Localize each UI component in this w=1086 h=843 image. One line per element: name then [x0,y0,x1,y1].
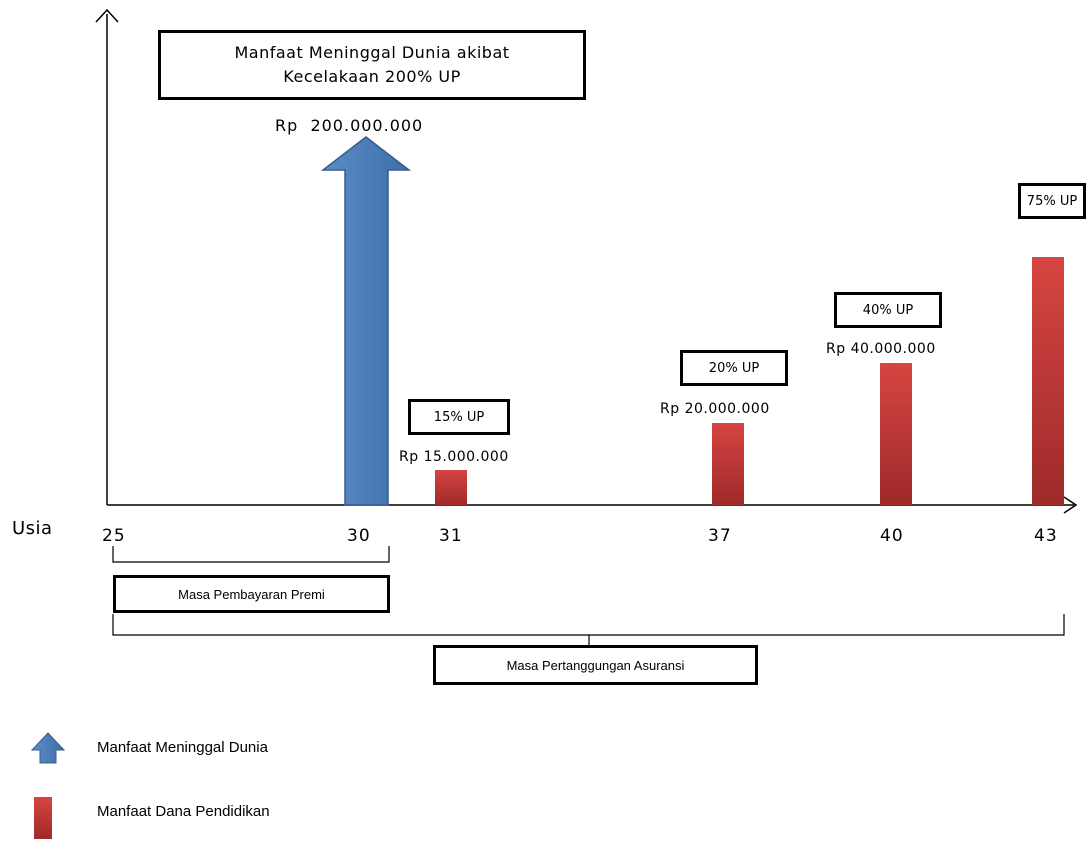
amount-label-31: Rp 15.000.000 [399,449,509,465]
education-bar-40 [880,363,912,505]
legend-label-education: Manfaat Dana Pendidikan [97,803,270,820]
percent-box-43: 75% UP [1018,183,1086,219]
x-axis-label: Usia [12,518,53,539]
death-benefit-line2: Kecelakaan 200% UP [283,67,461,86]
premium-period-bracket [112,546,390,563]
blue-arrow-icon [30,732,66,764]
tick-31: 31 [439,526,463,546]
tick-25: 25 [102,526,126,546]
amount-label-40: Rp 40.000.000 [826,341,936,357]
y-axis-arrowhead [95,8,119,23]
percent-box-31: 15% UP [408,399,510,435]
amount-label-37: Rp 20.000.000 [660,401,770,417]
percent-box-40: 40% UP [834,292,942,328]
tick-30: 30 [347,526,371,546]
death-benefit-box: Manfaat Meninggal Dunia akibat Kecelakaa… [158,30,586,100]
legend-label-death: Manfaat Meninggal Dunia [97,739,268,756]
x-axis-arrowhead [1063,496,1078,514]
death-benefit-arrow [320,136,412,506]
death-benefit-line1: Manfaat Meninggal Dunia akibat [234,43,510,62]
percent-box-37: 20% UP [680,350,788,386]
coverage-period-box: Masa Pertanggungan Asuransi [433,645,758,685]
tick-43: 43 [1034,526,1058,546]
education-bar-37 [712,423,744,505]
education-bar-31 [435,470,467,505]
tick-40: 40 [880,526,904,546]
red-bar-icon [34,797,52,839]
education-bar-43 [1032,257,1064,505]
death-benefit-amount: Rp 200.000.000 [275,116,424,135]
premium-period-box: Masa Pembayaran Premi [113,575,390,613]
coverage-period-bracket [112,614,1065,636]
tick-37: 37 [708,526,732,546]
